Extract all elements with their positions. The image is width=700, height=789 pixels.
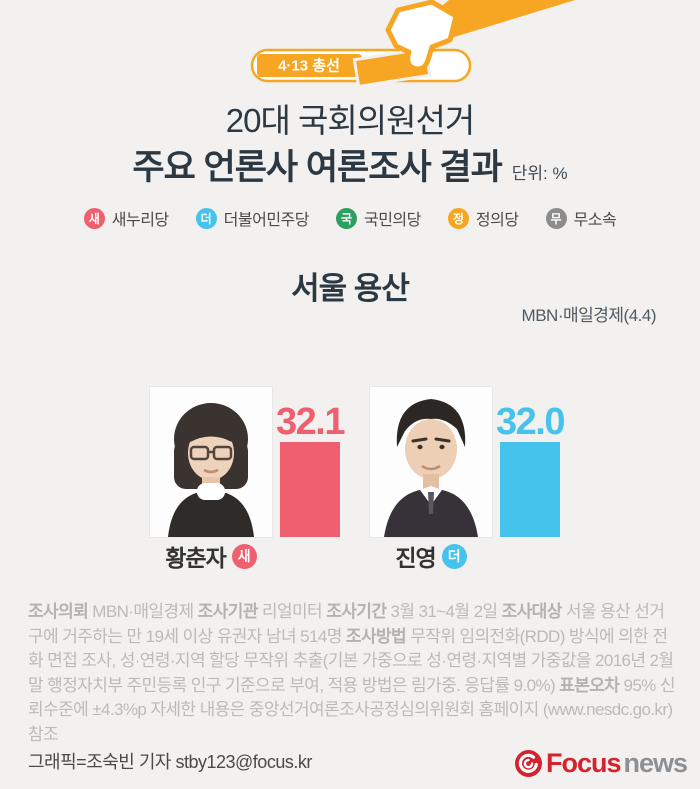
candidate-photo-hwang: [150, 387, 272, 537]
legend-label-minjoo: 더불어민주당: [223, 212, 310, 229]
logo-text-news: news: [623, 748, 688, 778]
legend-label-jungui: 정의당: [475, 212, 519, 229]
legend-item-kukmin: 국 국민의당: [335, 206, 421, 230]
page-title-line1: 20대 국회의원선거: [225, 102, 475, 139]
election-badge: [257, 54, 362, 77]
value-label-hwang: 32.1: [276, 401, 345, 443]
party-circle-minjoo-icon: 더: [195, 207, 217, 229]
candidate-portrait-jin-icon: [370, 387, 492, 537]
value-label-jin: 32.0: [496, 401, 565, 443]
page-title-line2: 주요 언론사 여론조사 결과 단위: %: [0, 144, 700, 197]
candidate-label-jin: 진영 더: [370, 539, 492, 573]
source-label: MBN·매일경제(4.4): [521, 306, 657, 325]
party-circle-musosok-icon: 무: [545, 207, 567, 229]
legend-item-musosok: 무 무소속: [545, 206, 617, 230]
unit-label: 단위: %: [511, 164, 568, 183]
page-title-line2-text: 주요 언론사 여론조사 결과: [132, 148, 502, 187]
party-circle-kukmin-icon: 국: [335, 207, 357, 229]
legend-item-minjoo: 더 더불어민주당: [195, 206, 310, 230]
candidate-party-badge-hwang: 새: [231, 543, 257, 569]
graphic-credit: 그래픽=조숙빈 기자 stby123@focus.kr: [28, 752, 312, 772]
legend-label-kukmin: 국민의당: [363, 212, 421, 229]
bar-jin: [500, 442, 560, 537]
legend-label-saenuri: 새누리당: [111, 212, 169, 229]
election-badge-label: 4·13 총선: [278, 58, 340, 75]
legend-item-saenuri: 새 새누리당: [83, 206, 169, 230]
party-legend: 새 새누리당 더 더불어민주당 국 국민의당 정 정의당 무 무소속: [0, 206, 700, 230]
legend-label-musosok: 무소속: [573, 212, 617, 229]
logo-text-focus: Focus: [545, 748, 622, 778]
party-circle-saenuri-icon: 새: [83, 207, 105, 229]
candidate-label-hwang: 황춘자 새: [150, 539, 272, 573]
focus-news-logo: Focus news: [514, 748, 688, 779]
candidate-portrait-hwang-icon: [150, 387, 272, 537]
page-title: 20대 국회의원선거 주요 언론사 여론조사 결과 단위: %: [0, 97, 700, 197]
hand-icon: [385, 0, 459, 72]
methodology-note: 조사의뢰 MBN·매일경제 조사기관 리얼미터 조사기간 3월 31~4월 2일…: [28, 602, 675, 744]
ballot-hand-illustration: 4·13 총선: [250, 0, 575, 89]
candidate-name-hwang: 황춘자: [165, 545, 226, 571]
region-title: 서울 용산: [291, 271, 410, 306]
candidate-party-badge-jin: 더: [441, 543, 467, 569]
arm-band-shape: [420, 0, 575, 42]
candidate-name-jin: 진영: [395, 545, 436, 571]
focus-swirl-icon: [514, 750, 542, 777]
candidate-photo-jin: [370, 387, 492, 537]
party-circle-jungui-icon: 정: [447, 207, 469, 229]
bar-hwang: [280, 442, 340, 537]
legend-item-jungui: 정 정의당: [447, 206, 519, 230]
poll-bar-chart: 32.1 황춘자 새 32.0: [0, 387, 700, 572]
